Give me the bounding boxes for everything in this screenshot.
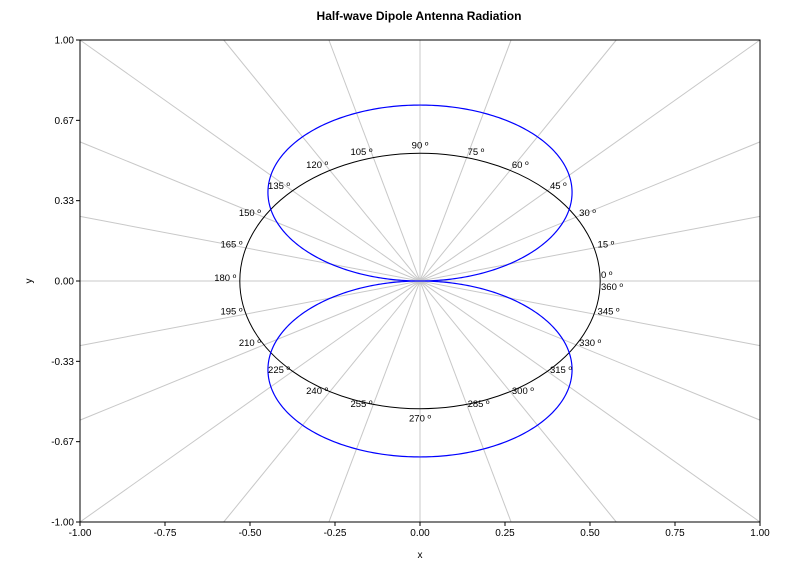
angle-label: 285 º xyxy=(468,399,490,410)
angle-label: 30 º xyxy=(579,208,596,219)
y-tick-label: 0.00 xyxy=(55,277,75,288)
x-tick-labels: -1.00 -0.75 -0.50 -0.25 0.00 0.25 0.50 0.75 1.00 xyxy=(69,522,770,539)
angle-label: 90 º xyxy=(412,141,429,152)
angle-labels: 0 º 15 º 30 º 45 º 60 º 75 º 90 º 105 º 120 º 135… xyxy=(214,141,623,425)
angle-label: 255 º xyxy=(350,399,372,410)
angle-label: 60 º xyxy=(512,160,529,171)
angle-label: 120 º xyxy=(306,160,328,171)
x-tick-label: -0.75 xyxy=(154,528,177,539)
angle-label: 315 º xyxy=(550,365,572,376)
x-tick-label: 0.00 xyxy=(410,528,430,539)
y-tick-labels: 1.00 0.67 0.33 0.00 -0.33 -0.67 -1.00 xyxy=(51,36,80,529)
reference-circle xyxy=(239,152,601,410)
angle-label: 15 º xyxy=(598,239,615,250)
angle-label: 240 º xyxy=(306,386,328,397)
y-tick-label: 0.33 xyxy=(55,196,75,207)
x-tick-label: -0.50 xyxy=(239,528,262,539)
x-tick-label: 0.50 xyxy=(580,528,600,539)
angle-label: 75 º xyxy=(468,147,485,158)
chart-title: Half-wave Dipole Antenna Radiation xyxy=(317,9,522,23)
angle-label: 210 º xyxy=(239,338,261,349)
angle-label: 180 º xyxy=(214,273,236,284)
y-tick-label: 1.00 xyxy=(55,36,75,47)
angle-label: 360 º xyxy=(601,282,623,293)
y-tick-label: -0.33 xyxy=(51,357,74,368)
x-tick-label: 1.00 xyxy=(750,528,770,539)
angle-label: 45 º xyxy=(550,181,567,192)
angle-label: 270 º xyxy=(409,413,431,424)
series-layer xyxy=(267,104,573,458)
reference-circle-layer xyxy=(239,152,601,410)
y-tick-label: 0.67 xyxy=(55,116,75,127)
y-tick-label: -0.67 xyxy=(51,437,74,448)
angle-label: 105 º xyxy=(350,147,372,158)
angle-label: 300 º xyxy=(512,386,534,397)
dipole-pattern-line xyxy=(267,104,573,458)
x-tick-label: -1.00 xyxy=(69,528,92,539)
angle-label: 135 º xyxy=(268,181,290,192)
angle-label: 150 º xyxy=(239,208,261,219)
x-tick-label: -0.25 xyxy=(324,528,347,539)
x-tick-label: 0.75 xyxy=(665,528,685,539)
y-tick-label: -1.00 xyxy=(51,518,74,529)
angle-label: 195 º xyxy=(220,307,242,318)
angle-label: 225 º xyxy=(268,365,290,376)
angle-label: 0 º xyxy=(601,270,613,281)
angle-label: 330 º xyxy=(579,338,601,349)
angle-label: 165 º xyxy=(220,239,242,250)
y-axis-label: y xyxy=(24,279,35,284)
x-axis-label: x xyxy=(418,550,423,561)
x-tick-label: 0.25 xyxy=(495,528,515,539)
angle-label: 345 º xyxy=(598,307,620,318)
